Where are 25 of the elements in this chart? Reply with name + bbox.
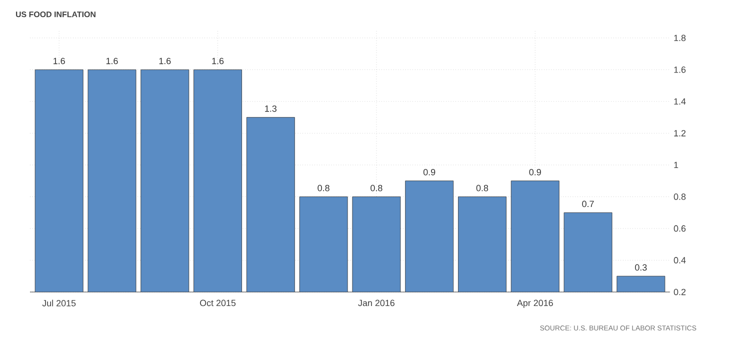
y-tick-label: 1.4	[674, 98, 686, 105]
y-tick-label: 1.2	[674, 130, 686, 136]
data-label: 0.9	[529, 168, 541, 176]
data-label: 1.6	[106, 58, 118, 64]
data-label: 0.9	[423, 168, 436, 176]
y-tick-label: 0.6	[674, 225, 686, 232]
data-label: 1.3	[265, 105, 277, 112]
x-tick-label: Apr 2016	[516, 300, 553, 308]
data-label: 0.8	[370, 184, 382, 192]
data-label: 1.6	[159, 58, 171, 64]
y-tick-label: 0.2	[674, 288, 686, 296]
x-tick-label: Jan 2016	[358, 300, 394, 306]
y-tick-label: 1.8	[674, 34, 686, 42]
data-label: 0.7	[582, 200, 594, 208]
y-tick-label: 0.8	[674, 194, 686, 200]
data-label: 0.8	[318, 184, 330, 192]
y-tick-label: 1.6	[674, 66, 686, 73]
x-tick-label: Oct 2015	[200, 300, 236, 306]
data-label: 1.6	[54, 58, 65, 64]
data-label: 1.6	[212, 58, 224, 64]
x-tick-label: Jul 2015	[42, 300, 76, 306]
data-label: 0.8	[476, 184, 488, 192]
y-tick-label: 1	[674, 162, 678, 168]
y-tick-label: 0.4	[674, 257, 686, 264]
data-label: 0.3	[635, 264, 647, 271]
